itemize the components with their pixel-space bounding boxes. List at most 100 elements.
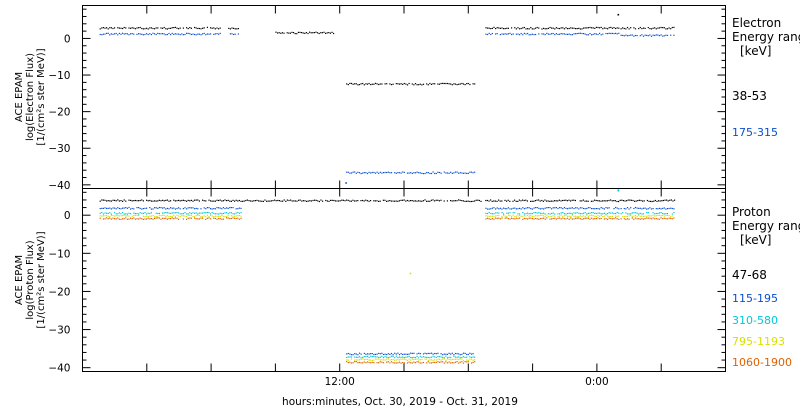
proton-data-point xyxy=(146,199,148,201)
proton-data-point xyxy=(663,213,665,215)
electron-data-point xyxy=(219,27,221,29)
electron-data-point xyxy=(411,172,413,174)
proton-data-point xyxy=(622,212,624,214)
proton-data-point xyxy=(147,200,149,202)
proton-data-point xyxy=(562,217,564,219)
proton-data-point xyxy=(498,212,500,214)
electron-data-point xyxy=(507,33,509,35)
proton-data-point xyxy=(411,356,413,359)
electron-data-point xyxy=(408,172,410,174)
proton-data-point xyxy=(102,215,104,217)
electron-data-point xyxy=(178,33,180,35)
proton-data-point xyxy=(531,208,533,210)
proton-data-point xyxy=(496,207,498,209)
proton-series-1060-1900 xyxy=(99,217,675,364)
proton-data-point xyxy=(430,352,433,354)
proton-data-point xyxy=(341,199,343,201)
electron-data-point xyxy=(657,27,659,29)
electron-data-point xyxy=(406,172,409,174)
proton-data-point xyxy=(170,215,172,218)
proton-data-point xyxy=(144,216,146,218)
proton-data-point xyxy=(410,357,412,359)
electron-data-point xyxy=(493,26,495,28)
electron-data-point xyxy=(660,34,662,36)
proton-data-point xyxy=(349,361,351,363)
proton-data-point xyxy=(195,199,197,201)
proton-data-point xyxy=(597,214,599,217)
proton-data-point xyxy=(603,200,605,202)
proton-data-point xyxy=(211,215,213,217)
electron-data-point xyxy=(318,32,320,35)
electron-data-point xyxy=(531,28,533,30)
electron-data-point xyxy=(323,31,325,33)
electron-data-point xyxy=(203,27,205,29)
proton-data-point xyxy=(608,199,610,202)
proton-data-point xyxy=(501,215,503,218)
proton-data-point xyxy=(600,200,602,202)
proton-data-point xyxy=(464,361,466,363)
electron-data-point xyxy=(384,83,386,85)
proton-legend-entry-47-68: 47-68 xyxy=(732,268,767,282)
proton-data-point xyxy=(430,356,433,358)
proton-data-point xyxy=(405,359,407,361)
proton-data-point xyxy=(101,199,103,201)
electron-data-point xyxy=(229,28,231,30)
electron-data-point xyxy=(467,82,469,85)
proton-data-point xyxy=(654,213,656,215)
electron-data-point xyxy=(363,84,365,86)
proton-data-point xyxy=(587,212,589,214)
proton-data-point xyxy=(374,358,377,360)
proton-data-point xyxy=(406,356,409,358)
electron-data-point xyxy=(187,32,189,34)
electron-data-point xyxy=(413,84,415,86)
proton-data-point xyxy=(544,218,546,220)
electron-data-point xyxy=(438,171,441,174)
proton-data-point xyxy=(575,217,577,219)
proton-data-point xyxy=(110,200,112,202)
proton-data-point xyxy=(109,207,111,209)
proton-data-point xyxy=(654,215,656,217)
electron-data-point xyxy=(101,27,103,29)
electron-data-point xyxy=(371,83,373,85)
electron-data-point xyxy=(203,32,205,34)
proton-data-point xyxy=(400,353,402,355)
proton-data-point xyxy=(488,208,490,210)
proton-data-point xyxy=(363,359,365,361)
proton-data-point xyxy=(467,353,469,356)
proton-data-point xyxy=(152,215,154,217)
proton-data-point xyxy=(166,199,168,201)
electron-data-point xyxy=(355,83,357,85)
proton-data-point xyxy=(506,208,508,210)
proton-data-point xyxy=(597,208,599,210)
electron-data-point xyxy=(570,27,572,29)
proton-data-point xyxy=(620,208,622,210)
proton-data-point xyxy=(485,215,487,217)
proton-data-point xyxy=(390,359,393,361)
electron-data-point xyxy=(630,34,632,36)
electron-data-point xyxy=(200,28,202,30)
proton-data-point xyxy=(226,212,228,214)
proton-data-point xyxy=(403,357,405,359)
proton-data-point xyxy=(123,213,125,215)
electron-data-point xyxy=(579,28,581,30)
proton-data-point xyxy=(615,212,617,215)
proton-data-point xyxy=(575,215,577,217)
electron-data-point xyxy=(362,172,364,174)
proton-data-point xyxy=(435,359,437,361)
electron-data-point xyxy=(467,172,469,174)
proton-data-point xyxy=(592,212,594,214)
proton-data-point xyxy=(160,207,162,209)
electron-data-point xyxy=(131,33,133,35)
proton-data-point xyxy=(673,212,675,214)
proton-data-point xyxy=(165,217,167,219)
proton-data-point xyxy=(166,218,168,220)
proton-data-point xyxy=(283,199,285,201)
electron-data-point xyxy=(562,33,564,35)
proton-data-point xyxy=(154,217,156,219)
proton-data-point xyxy=(197,214,199,216)
proton-data-point xyxy=(565,214,567,217)
proton-data-point xyxy=(371,361,373,363)
electron-data-point xyxy=(565,27,567,29)
proton-data-point xyxy=(368,359,370,361)
proton-data-point xyxy=(360,358,362,361)
